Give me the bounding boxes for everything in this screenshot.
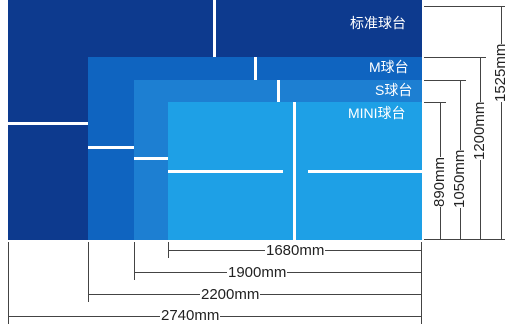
dim-1680-label: 1680mm: [265, 242, 326, 259]
dim-2200-tick-left: [88, 242, 89, 302]
mini-center-line: [293, 102, 296, 240]
dim-1200-tick-top: [424, 57, 486, 58]
dim-1525-line: [501, 6, 502, 239]
s-table-label: S球台: [375, 82, 413, 98]
dim-1900-tick-left: [134, 242, 135, 280]
dim-1525-tick-top: [424, 6, 505, 7]
mini-mid-line-left: [168, 170, 283, 173]
dim-1525-label: 1525mm: [492, 43, 505, 102]
dim-2740-label: 2740mm: [160, 307, 221, 324]
dim-2740-tick-left: [8, 242, 9, 324]
dim-890-label: 890mm: [431, 156, 448, 207]
standard-mid-line: [8, 122, 88, 125]
dim-1050-tick-top: [424, 80, 466, 81]
dim-1200-label: 1200mm: [471, 101, 488, 160]
dim-2200-label: 2200mm: [200, 286, 261, 303]
dim-width-tick-right: [421, 242, 422, 324]
m-table-label: M球台: [369, 59, 409, 75]
dim-1900-label: 1900mm: [227, 264, 288, 281]
m-center-line: [254, 57, 257, 80]
dim-1050-label: 1050mm: [451, 149, 468, 208]
standard-center-line: [213, 0, 216, 57]
s-center-line: [277, 80, 280, 102]
mini-mid-line-right: [308, 170, 422, 173]
dim-1680-tick-left: [168, 242, 169, 258]
dim-890-tick-top: [424, 102, 446, 103]
standard-table-label: 标准球台: [350, 15, 406, 31]
s-mid-line: [134, 157, 168, 160]
m-mid-line: [88, 146, 134, 149]
dim-height-tick-bottom: [424, 239, 505, 240]
mini-table-label: MINI球台: [348, 105, 406, 121]
